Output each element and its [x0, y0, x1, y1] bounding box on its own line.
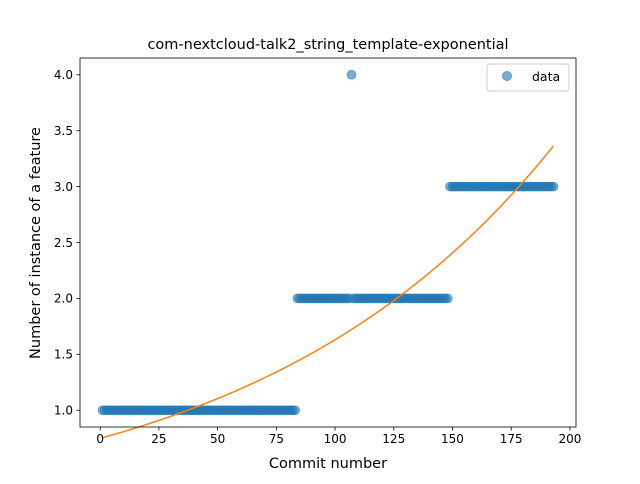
x-tick-label: 150	[441, 432, 464, 446]
x-tick-label: 50	[210, 432, 225, 446]
y-tick-label: 2.5	[54, 236, 73, 250]
y-tick-label: 1.0	[54, 404, 73, 418]
y-tick-label: 2.0	[54, 292, 73, 306]
x-tick-label: 75	[269, 432, 284, 446]
y-axis-label: Number of instance of a feature	[28, 127, 44, 359]
y-tick-label: 1.5	[54, 348, 73, 362]
y-tick-label: 3.5	[54, 124, 73, 138]
x-axis-ticks: 0 25 50 75 100 125 150 175 200	[96, 427, 581, 446]
y-tick-label: 3.0	[54, 180, 73, 194]
x-tick-label: 0	[96, 432, 104, 446]
x-tick-label: 100	[324, 432, 347, 446]
scatter-point	[346, 69, 357, 80]
legend-marker-data	[502, 71, 512, 81]
scatter-point	[290, 405, 301, 416]
scatter-point	[442, 293, 453, 304]
legend: data	[486, 63, 570, 92]
y-tick-label: 4.0	[54, 68, 73, 82]
x-axis-label: Commit number	[269, 456, 387, 472]
plot-area	[79, 57, 577, 439]
legend-label-data: data	[532, 69, 560, 84]
x-tick-label: 200	[558, 432, 581, 446]
x-tick-label: 175	[500, 432, 523, 446]
scatter-point	[548, 181, 559, 192]
fit-line	[102, 145, 555, 439]
y-axis-ticks: 1.0 1.5 2.0 2.5 3.0 3.5 4.0	[54, 68, 80, 418]
chart-title: com-nextcloud-talk2_string_template-expo…	[147, 37, 508, 53]
x-tick-label: 25	[151, 432, 166, 446]
x-tick-label: 125	[382, 432, 405, 446]
legend-box	[486, 63, 570, 92]
